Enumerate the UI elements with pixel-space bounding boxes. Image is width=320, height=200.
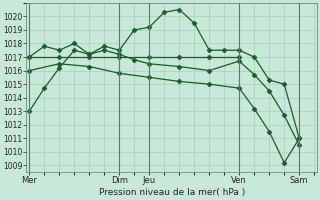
X-axis label: Pression niveau de la mer( hPa ): Pression niveau de la mer( hPa )	[99, 188, 245, 197]
